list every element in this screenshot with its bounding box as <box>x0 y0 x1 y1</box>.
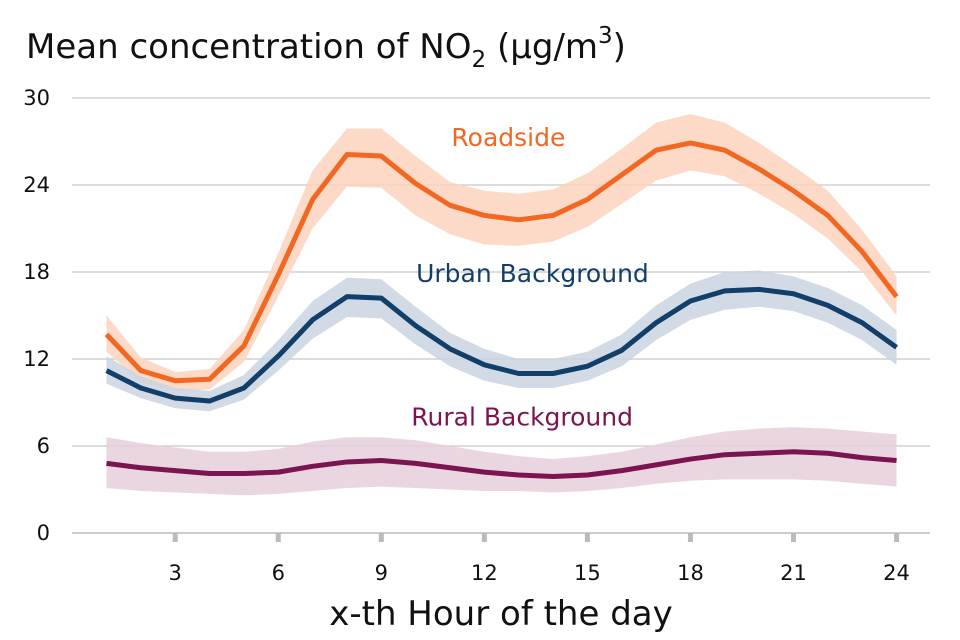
roadside-line <box>104 140 899 384</box>
x-tick-label-21: 21 <box>780 561 807 585</box>
urban-background-label: Urban Background <box>416 259 649 288</box>
roadside-label: Roadside <box>451 123 565 152</box>
chart-title-close: ) <box>613 27 626 67</box>
x-tick-label-3: 3 <box>169 561 182 585</box>
chart-title-superscript: 3 <box>598 23 613 49</box>
chart-title: Mean concentration of NO2 (µg/m3) <box>26 23 626 73</box>
x-tick-labels: 3 6 9 12 15 18 21 24 <box>169 561 910 585</box>
chart-title-main: Mean concentration of NO <box>26 27 472 67</box>
series-labels: Roadside Urban Background Rural Background <box>411 123 649 432</box>
x-tick-label-6: 6 <box>272 561 285 585</box>
rural-background-label: Rural Background <box>411 403 633 432</box>
x-axis <box>72 532 930 542</box>
urban-background-line <box>105 286 899 404</box>
chart-title-subscript: 2 <box>472 47 487 73</box>
rural-background-line <box>106 449 897 479</box>
x-tick-label-12: 12 <box>471 561 498 585</box>
x-tick-label-24: 24 <box>883 561 910 585</box>
x-tick-label-9: 9 <box>375 561 388 585</box>
x-tick-label-18: 18 <box>677 561 704 585</box>
chart-title-unit: (µg/m <box>486 27 598 67</box>
x-tick-label-15: 15 <box>574 561 601 585</box>
y-tick-labels: 0 6 12 18 24 30 <box>23 86 50 545</box>
y-tick-label-6: 6 <box>37 434 50 458</box>
x-axis-label: x-th Hour of the day <box>329 594 673 634</box>
urban-background-confidence-band <box>106 270 897 412</box>
confidence-bands <box>106 113 897 496</box>
y-tick-label-18: 18 <box>23 260 50 284</box>
y-tick-label-24: 24 <box>23 173 50 197</box>
series-lines <box>104 140 899 479</box>
roadside-confidence-band <box>106 113 897 391</box>
y-tick-label-30: 30 <box>23 86 50 110</box>
y-tick-label-0: 0 <box>37 521 50 545</box>
rural-background-confidence-band <box>106 427 897 496</box>
y-tick-label-12: 12 <box>23 347 50 371</box>
